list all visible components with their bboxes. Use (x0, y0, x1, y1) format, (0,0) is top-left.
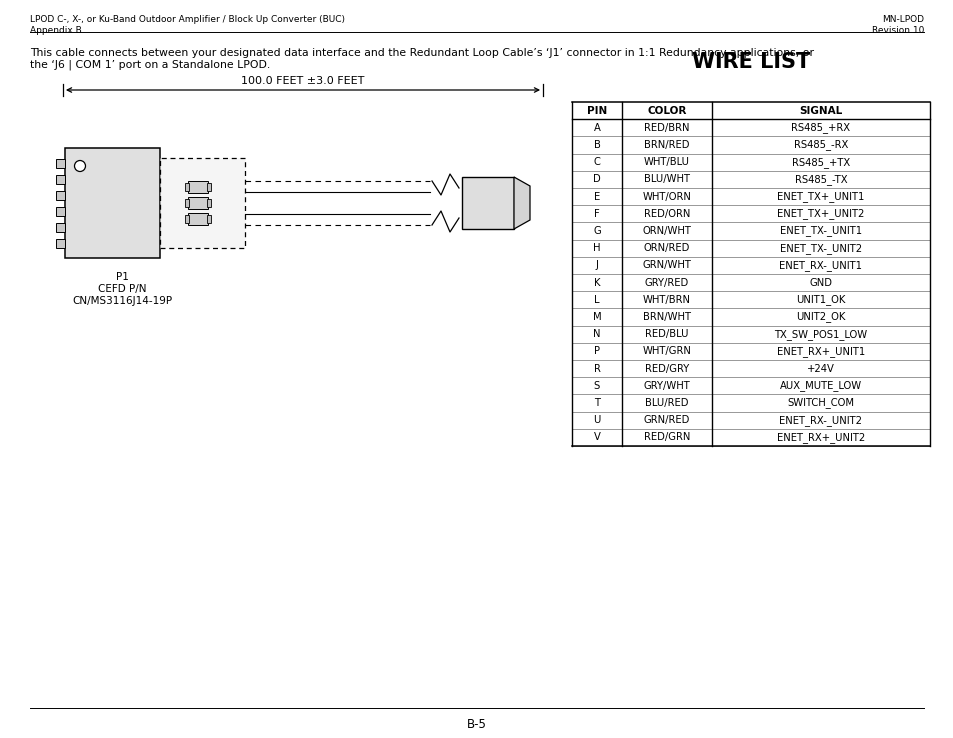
Text: WHT/GRN: WHT/GRN (642, 346, 691, 356)
Bar (56, 174, 65, 184)
Text: P: P (594, 346, 599, 356)
Text: WIRE LIST: WIRE LIST (691, 52, 809, 72)
Text: RED/GRY: RED/GRY (644, 364, 688, 373)
Text: N: N (593, 329, 600, 339)
Text: RED/BLU: RED/BLU (644, 329, 688, 339)
Text: ENET_TX-_UNIT2: ENET_TX-_UNIT2 (780, 243, 862, 254)
Text: PIN: PIN (586, 106, 606, 116)
Text: COLOR: COLOR (647, 106, 686, 116)
Text: ENET_RX-_UNIT2: ENET_RX-_UNIT2 (779, 415, 862, 426)
Bar (56, 238, 65, 247)
Bar (207, 199, 211, 207)
Text: CN/MS3116J14-19P: CN/MS3116J14-19P (71, 296, 172, 306)
Text: UNIT2_OK: UNIT2_OK (796, 311, 844, 323)
Bar (185, 199, 189, 207)
Text: ENET_RX+_UNIT2: ENET_RX+_UNIT2 (776, 432, 864, 443)
Text: GRY/RED: GRY/RED (644, 277, 688, 288)
Text: T: T (594, 398, 599, 408)
Text: H: H (593, 244, 600, 253)
Bar (207, 183, 211, 191)
Polygon shape (514, 177, 530, 229)
Text: B-5: B-5 (467, 718, 486, 731)
Bar (188, 181, 208, 193)
Text: RED/ORN: RED/ORN (643, 209, 689, 218)
Text: ENET_TX-_UNIT1: ENET_TX-_UNIT1 (780, 226, 862, 236)
Text: ORN/WHT: ORN/WHT (642, 226, 691, 236)
Text: L: L (594, 294, 599, 305)
Text: ENET_RX+_UNIT1: ENET_RX+_UNIT1 (776, 346, 864, 357)
Text: M: M (592, 312, 600, 322)
Bar (188, 197, 208, 209)
Text: ENET_TX+_UNIT2: ENET_TX+_UNIT2 (777, 208, 863, 219)
Text: GRN/WHT: GRN/WHT (642, 261, 691, 270)
Bar (56, 207, 65, 215)
Text: D: D (593, 174, 600, 184)
Text: U: U (593, 415, 600, 425)
Text: WHT/BLU: WHT/BLU (643, 157, 689, 168)
Text: AUX_MUTE_LOW: AUX_MUTE_LOW (780, 380, 862, 391)
Text: the ‘J6 | COM 1’ port on a Standalone LPOD.: the ‘J6 | COM 1’ port on a Standalone LP… (30, 60, 270, 71)
Bar (56, 159, 65, 168)
Text: TX_SW_POS1_LOW: TX_SW_POS1_LOW (774, 328, 866, 339)
Text: J: J (595, 261, 598, 270)
Text: ORN/RED: ORN/RED (643, 244, 689, 253)
Text: Appendix B: Appendix B (30, 26, 82, 35)
Text: S: S (594, 381, 599, 391)
Bar (56, 222, 65, 232)
Bar (56, 190, 65, 199)
Text: RED/GRN: RED/GRN (643, 432, 689, 442)
Text: R: R (593, 364, 599, 373)
Text: WHT/BRN: WHT/BRN (642, 294, 690, 305)
Text: This cable connects between your designated data interface and the Redundant Loo: This cable connects between your designa… (30, 48, 813, 58)
Text: WHT/ORN: WHT/ORN (642, 192, 691, 201)
Text: A: A (593, 123, 599, 133)
Text: BRN/RED: BRN/RED (643, 140, 689, 150)
Text: SWITCH_COM: SWITCH_COM (786, 398, 854, 408)
Bar (185, 183, 189, 191)
Text: RS485_+TX: RS485_+TX (791, 156, 849, 168)
Bar (461, 177, 514, 229)
Text: G: G (593, 226, 600, 236)
Text: RS485_-TX: RS485_-TX (794, 174, 846, 184)
Bar (188, 213, 208, 225)
Text: Revision 10: Revision 10 (871, 26, 923, 35)
Bar (160, 158, 245, 248)
Text: RED/BRN: RED/BRN (643, 123, 689, 133)
Bar (185, 215, 189, 223)
Text: GRN/RED: GRN/RED (643, 415, 689, 425)
Text: MN-LPOD: MN-LPOD (882, 15, 923, 24)
Bar (65, 148, 160, 258)
Text: K: K (593, 277, 599, 288)
Text: +24V: +24V (806, 364, 834, 373)
Text: BLU/WHT: BLU/WHT (643, 174, 689, 184)
Circle shape (74, 160, 86, 171)
Text: C: C (593, 157, 599, 168)
Text: SIGNAL: SIGNAL (799, 106, 841, 116)
Text: GND: GND (809, 277, 832, 288)
Text: RS485_+RX: RS485_+RX (791, 123, 850, 134)
Text: P1: P1 (115, 272, 129, 282)
Text: 100.0 FEET ±3.0 FEET: 100.0 FEET ±3.0 FEET (241, 76, 364, 86)
Text: GRY/WHT: GRY/WHT (643, 381, 690, 391)
Text: UNIT1_OK: UNIT1_OK (796, 294, 844, 306)
Bar (207, 215, 211, 223)
Text: B: B (593, 140, 599, 150)
Text: CEFD P/N: CEFD P/N (97, 284, 146, 294)
Text: E: E (594, 192, 599, 201)
Text: F: F (594, 209, 599, 218)
Text: V: V (593, 432, 599, 442)
Text: ENET_TX+_UNIT1: ENET_TX+_UNIT1 (777, 191, 863, 202)
Text: LPOD C-, X-, or Ku-Band Outdoor Amplifier / Block Up Converter (BUC): LPOD C-, X-, or Ku-Band Outdoor Amplifie… (30, 15, 345, 24)
Text: RS485_-RX: RS485_-RX (793, 139, 847, 151)
Text: BRN/WHT: BRN/WHT (642, 312, 690, 322)
Text: ENET_RX-_UNIT1: ENET_RX-_UNIT1 (779, 260, 862, 271)
Text: BLU/RED: BLU/RED (644, 398, 688, 408)
